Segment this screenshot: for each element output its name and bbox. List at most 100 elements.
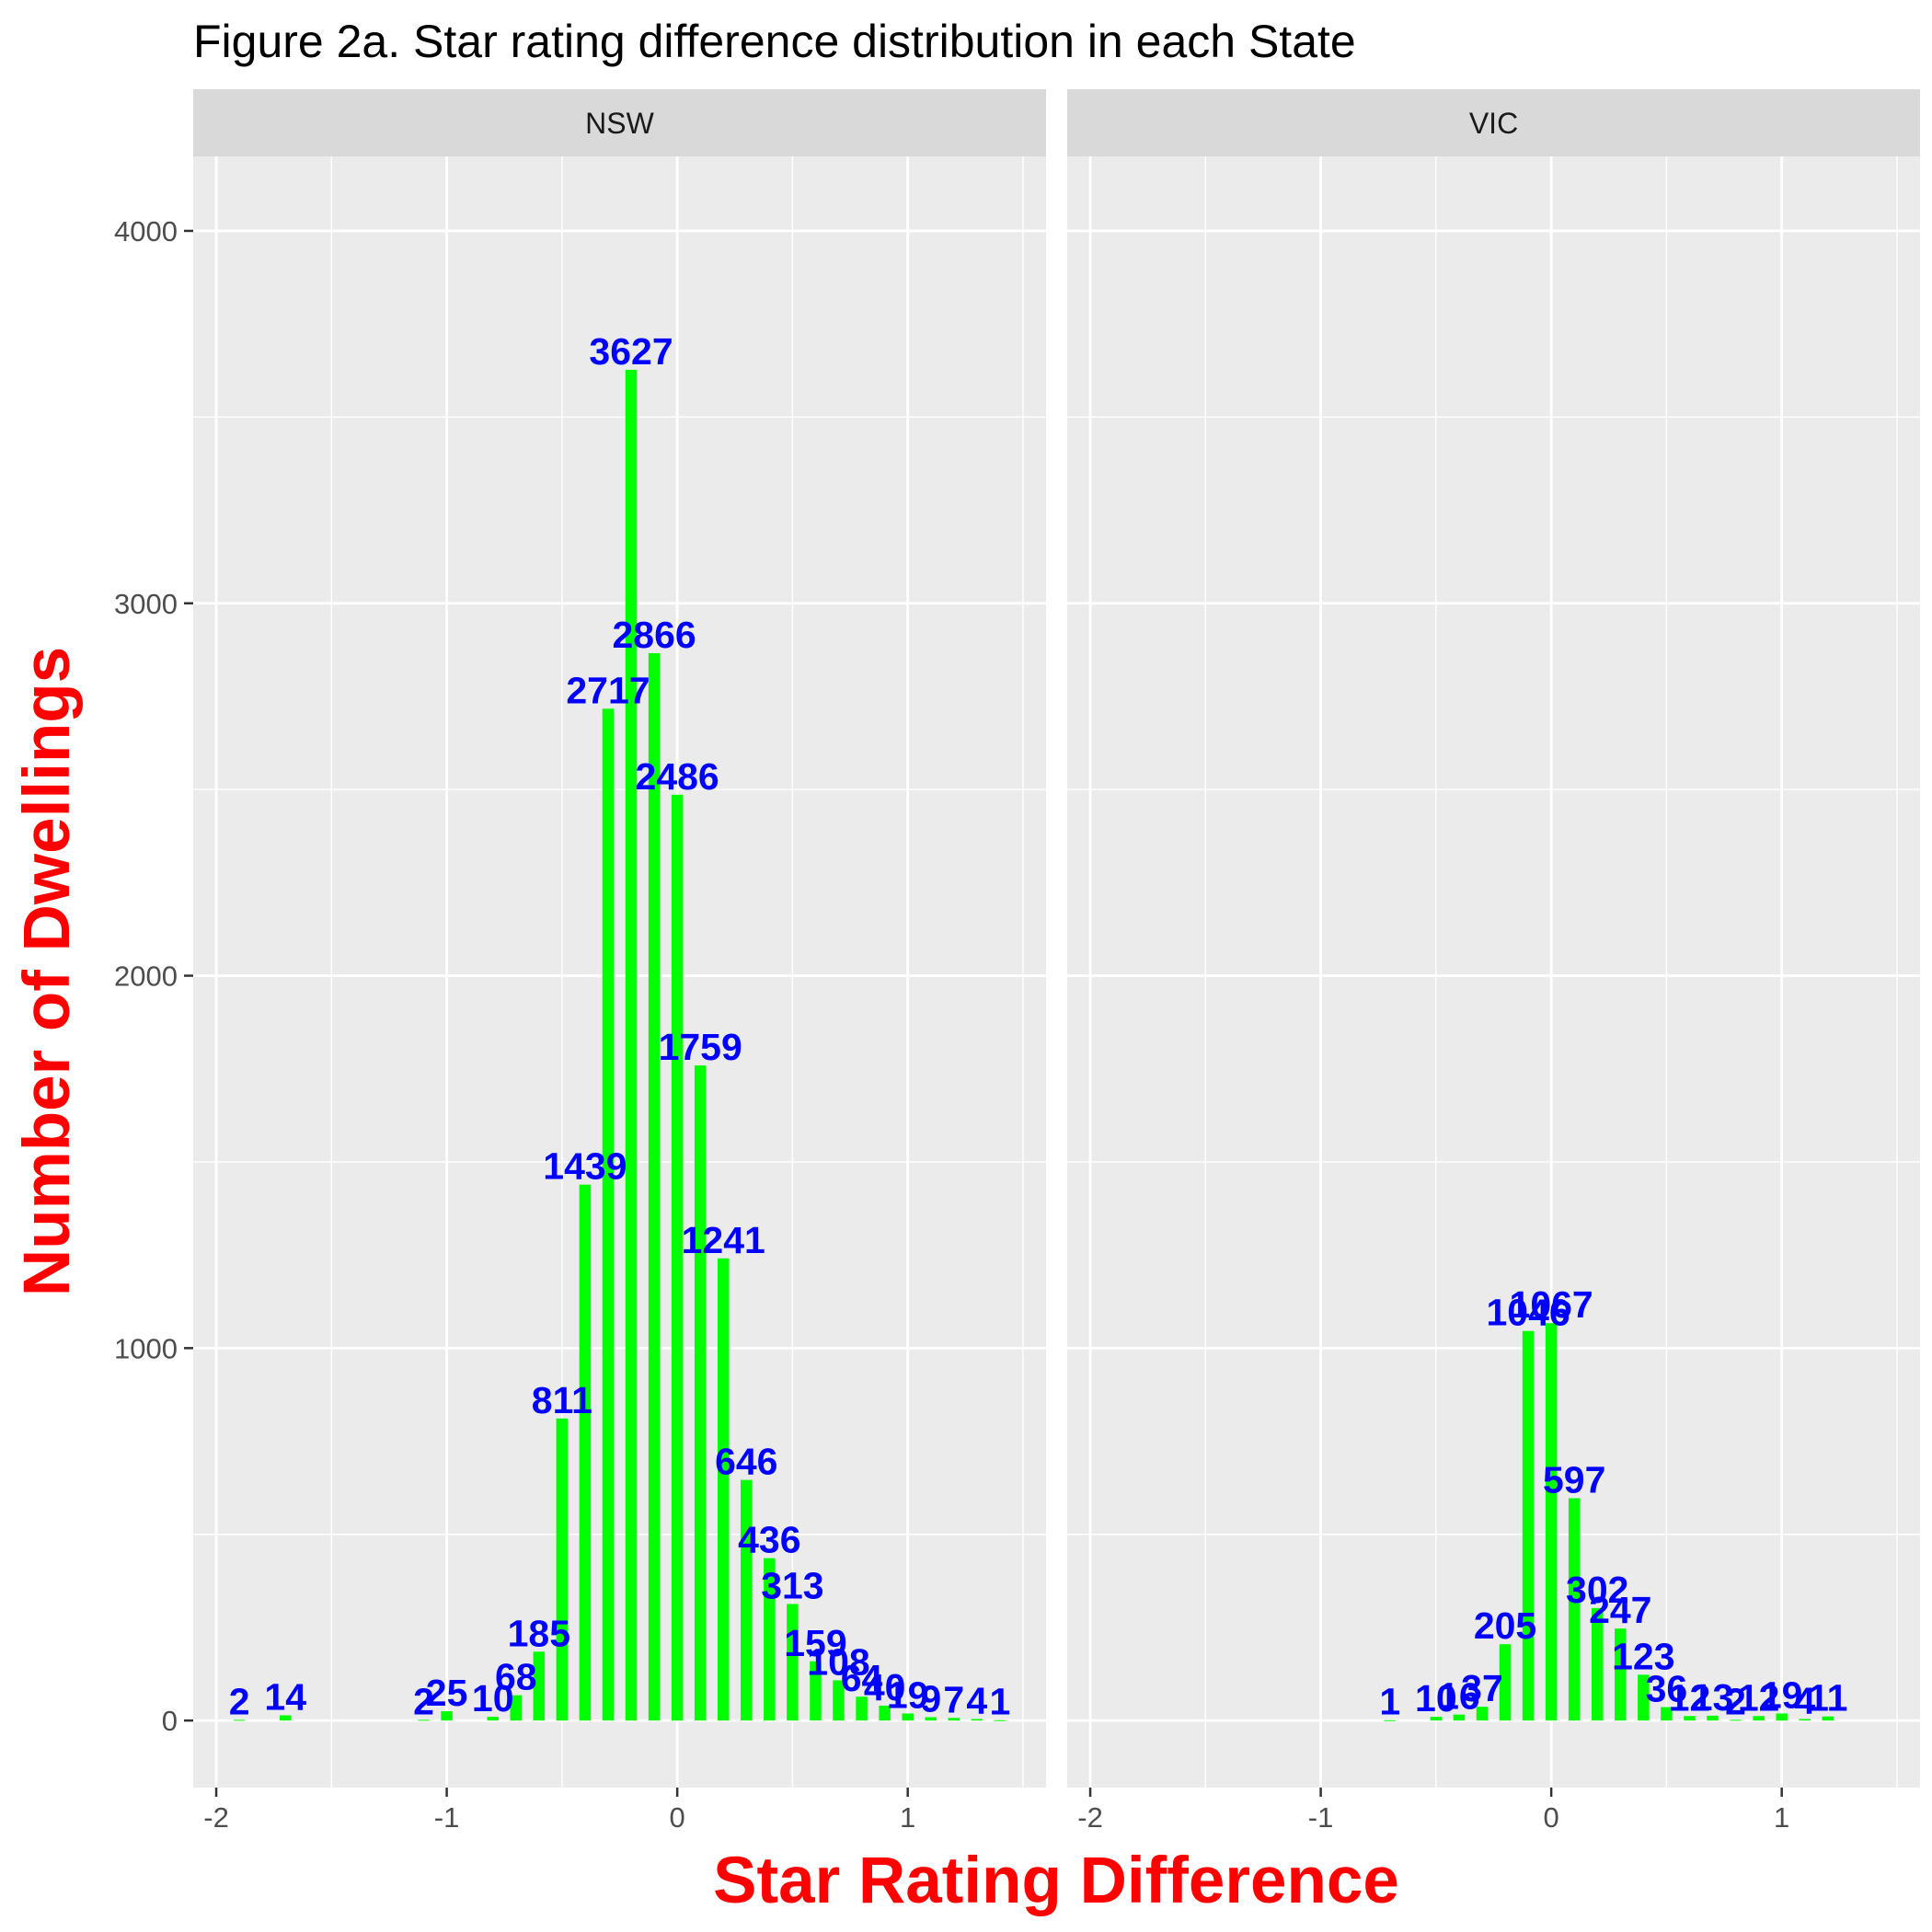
bar-nsw bbox=[717, 1258, 730, 1721]
data-label-vic: 205 bbox=[1474, 1604, 1536, 1647]
bar-nsw bbox=[741, 1479, 753, 1721]
data-label-vic: 10 bbox=[1415, 1677, 1457, 1719]
data-label-nsw: 1241 bbox=[682, 1219, 765, 1261]
bar-nsw bbox=[487, 1717, 499, 1721]
panel-background-vic bbox=[1067, 156, 1920, 1788]
x-tick-label: -2 bbox=[203, 1801, 229, 1834]
x-tick-label: -1 bbox=[1308, 1801, 1334, 1834]
bar-vic bbox=[1730, 1719, 1742, 1721]
y-tick-label: 2000 bbox=[114, 960, 178, 993]
bar-nsw bbox=[787, 1604, 799, 1721]
panel-background-nsw bbox=[193, 156, 1046, 1788]
strip-label-vic: VIC bbox=[1469, 107, 1518, 140]
bar-nsw bbox=[579, 1184, 592, 1721]
bar-nsw bbox=[879, 1705, 891, 1721]
x-tick-label: -1 bbox=[434, 1801, 460, 1834]
bar-nsw bbox=[856, 1696, 868, 1721]
bar-nsw bbox=[694, 1065, 707, 1721]
data-label-vic: 2 bbox=[1725, 1680, 1746, 1722]
bar-vic bbox=[1430, 1717, 1443, 1721]
bar-vic bbox=[1822, 1716, 1834, 1721]
data-label-nsw: 4 bbox=[966, 1680, 987, 1722]
data-label-nsw: 436 bbox=[738, 1519, 800, 1561]
data-label-vic: 12 bbox=[1738, 1676, 1780, 1719]
bar-vic bbox=[1499, 1644, 1512, 1721]
y-axis-title: Number of Dwellings bbox=[11, 647, 84, 1296]
x-tick-label: 0 bbox=[670, 1801, 685, 1834]
y-tick-label: 1000 bbox=[114, 1332, 178, 1364]
bar-nsw bbox=[902, 1713, 914, 1721]
x-tick-label: -2 bbox=[1077, 1801, 1103, 1834]
data-label-nsw: 2866 bbox=[612, 614, 696, 656]
data-label-vic: 13 bbox=[1692, 1676, 1734, 1719]
bar-nsw bbox=[971, 1719, 983, 1721]
data-label-vic: 4 bbox=[1794, 1680, 1815, 1722]
bar-nsw bbox=[764, 1558, 776, 1721]
x-axis-vic: -2 -1 0 1 bbox=[1077, 1788, 1789, 1834]
bar-vic bbox=[1776, 1713, 1788, 1721]
data-labels-vic: 1 101637205104610675973022471233612132121… bbox=[1379, 1283, 1847, 1723]
bar-vic bbox=[1545, 1323, 1558, 1721]
bar-vic bbox=[1753, 1716, 1765, 1721]
bar-vic bbox=[1453, 1714, 1466, 1721]
bar-nsw bbox=[418, 1719, 430, 1721]
bar-vic bbox=[1799, 1719, 1811, 1721]
x-axis-nsw: -2 -1 0 1 bbox=[203, 1788, 915, 1834]
bars-nsw bbox=[233, 369, 1006, 1721]
data-label-vic: 247 bbox=[1589, 1589, 1651, 1631]
facet-panel-vic: VIC 1 10163720510461067597302247123361213… bbox=[1067, 89, 1920, 1788]
data-label-nsw: 811 bbox=[532, 1379, 592, 1421]
strip-background-vic bbox=[1067, 89, 1920, 156]
data-label-nsw: 1759 bbox=[659, 1026, 742, 1068]
data-label-vic: 16 bbox=[1438, 1675, 1480, 1718]
y-tick-label: 4000 bbox=[114, 215, 178, 247]
bar-nsw bbox=[510, 1695, 523, 1721]
data-label-nsw: 108 bbox=[807, 1640, 869, 1683]
bar-vic bbox=[1684, 1716, 1696, 1721]
bar-vic bbox=[1638, 1674, 1650, 1721]
bar-vic bbox=[1384, 1719, 1397, 1721]
data-label-nsw: 10 bbox=[472, 1677, 514, 1719]
bar-nsw bbox=[556, 1418, 569, 1721]
bar-nsw bbox=[810, 1661, 822, 1721]
data-label-nsw: 14 bbox=[264, 1675, 306, 1718]
data-label-nsw: 40 bbox=[864, 1666, 906, 1708]
bar-vic bbox=[1568, 1498, 1581, 1721]
data-label-nsw: 2717 bbox=[566, 669, 650, 711]
bar-nsw bbox=[233, 1719, 246, 1721]
bars-vic bbox=[1384, 1323, 1834, 1721]
data-label-nsw: 3627 bbox=[589, 330, 673, 373]
x-tick-label: 0 bbox=[1544, 1801, 1559, 1834]
data-label-vic: 19 bbox=[1761, 1673, 1803, 1716]
bar-nsw bbox=[833, 1680, 845, 1721]
data-label-vic: 1 bbox=[1379, 1681, 1400, 1723]
bar-nsw bbox=[671, 794, 684, 1721]
facet-panel-nsw: NSW 2 14 225 106818581114392717362728662486… bbox=[193, 89, 1046, 1788]
data-label-nsw: 2 bbox=[229, 1680, 250, 1722]
y-tick-label: 0 bbox=[162, 1705, 178, 1737]
data-label-vic: 302 bbox=[1566, 1569, 1628, 1611]
bar-nsw bbox=[625, 369, 638, 1721]
data-label-nsw: 9 bbox=[920, 1677, 941, 1719]
bar-nsw bbox=[441, 1711, 453, 1721]
strip-label-nsw: NSW bbox=[585, 107, 654, 140]
data-label-vic: 1046 bbox=[1486, 1292, 1570, 1334]
data-label-nsw: 2 bbox=[413, 1680, 434, 1722]
data-label-vic: 1067 bbox=[1510, 1283, 1593, 1326]
bar-nsw bbox=[602, 708, 615, 1721]
data-label-vic: 12 bbox=[1669, 1676, 1711, 1719]
data-label-nsw: 19 bbox=[887, 1673, 929, 1716]
bar-nsw bbox=[925, 1717, 937, 1721]
data-label-nsw: 25 bbox=[426, 1672, 468, 1714]
bar-nsw bbox=[279, 1715, 292, 1721]
y-tick-label: 3000 bbox=[114, 588, 178, 620]
bar-nsw bbox=[948, 1718, 960, 1721]
data-label-vic: 597 bbox=[1543, 1458, 1605, 1501]
bar-vic bbox=[1591, 1607, 1604, 1721]
data-label-nsw: 2486 bbox=[636, 755, 719, 798]
data-label-vic: 37 bbox=[1461, 1667, 1503, 1709]
bar-vic bbox=[1476, 1707, 1489, 1721]
x-axis-title: Star Rating Difference bbox=[713, 1845, 1399, 1917]
data-label-vic: 123 bbox=[1612, 1635, 1674, 1677]
